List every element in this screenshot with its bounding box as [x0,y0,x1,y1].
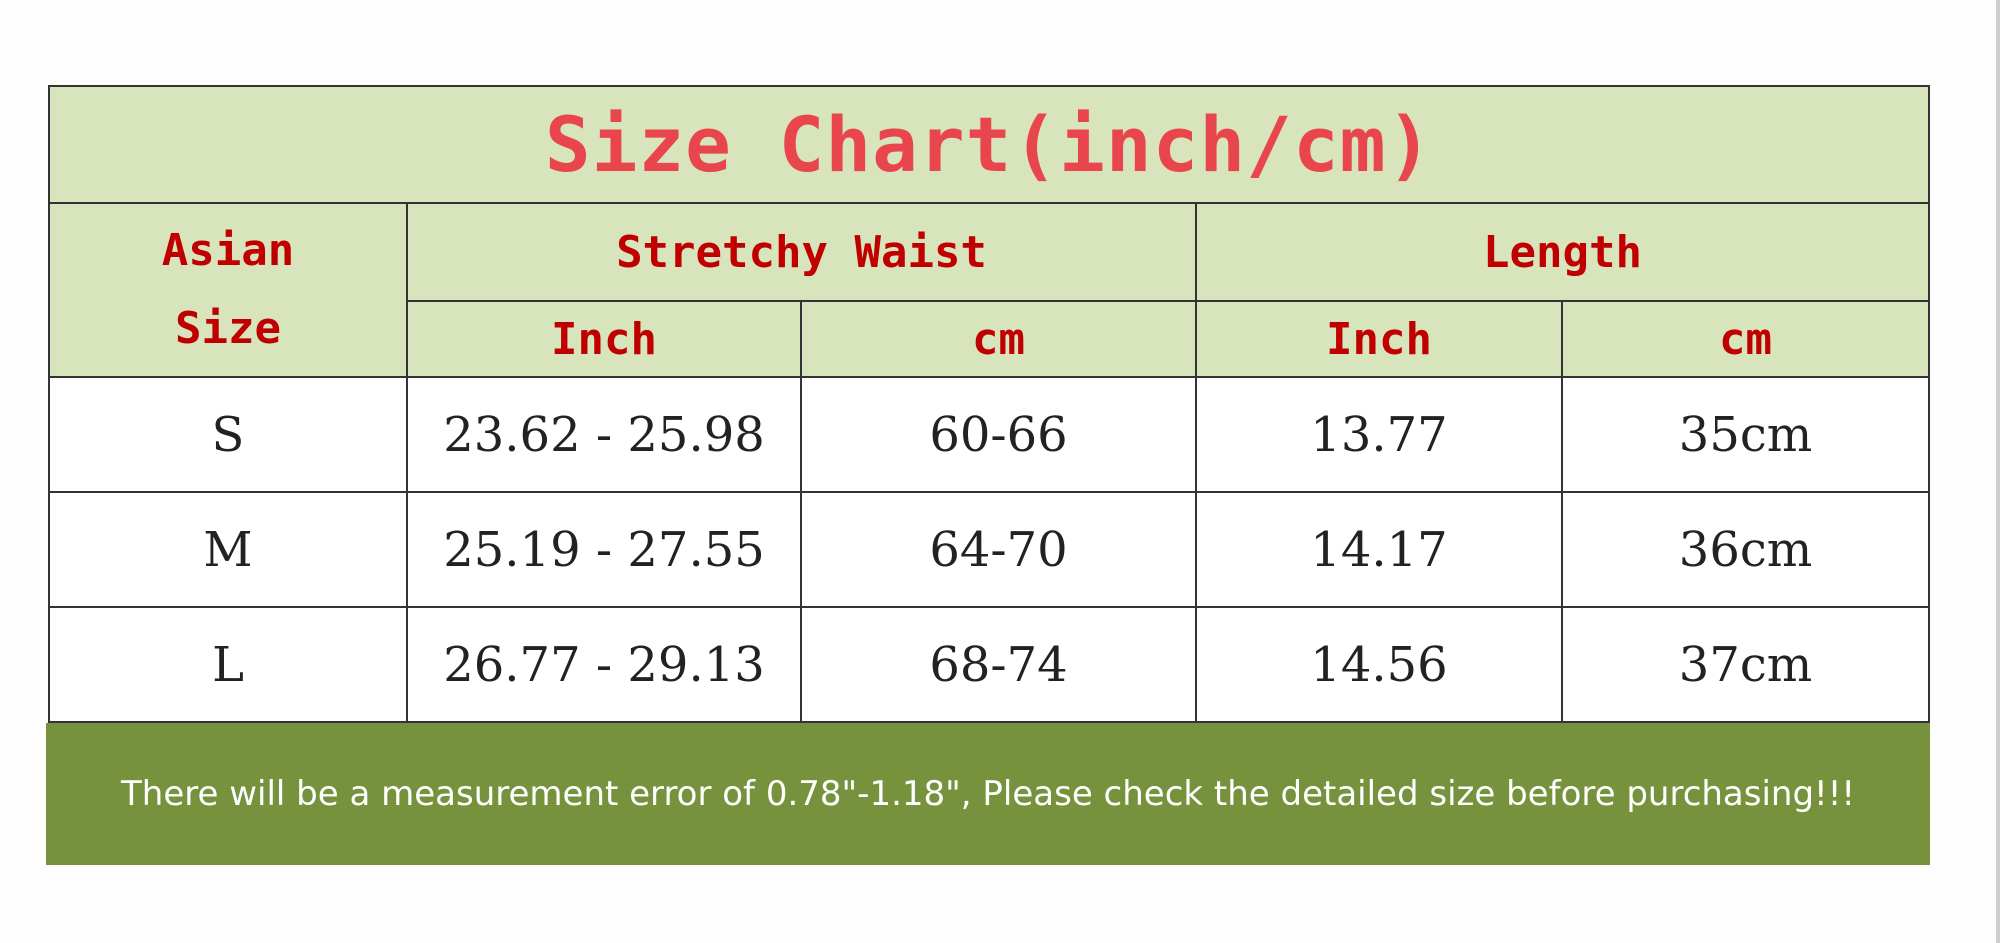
cell-waist-cm: 60-66 [800,376,1197,493]
header-length: Length [1194,202,1931,302]
measurement-note: There will be a measurement error of 0.7… [46,723,1930,865]
cell-length-inch: 14.17 [1195,491,1563,608]
header-length-inch: Inch [1195,300,1563,378]
cell-waist-cm: 68-74 [800,606,1197,723]
cell-length-cm: 35cm [1560,376,1931,493]
cell-length-cm: 36cm [1560,491,1931,608]
cell-waist-inch: 23.62 - 25.98 [406,376,802,493]
cell-size: M [48,491,408,608]
table-row: M 25.19 - 27.55 64-70 14.17 36cm [48,491,1931,608]
header-stretchy-waist: Stretchy Waist [406,202,1197,302]
header-waist-cm: cm [800,300,1197,378]
cell-waist-inch: 26.77 - 29.13 [406,606,802,723]
header-length-cm: cm [1560,300,1931,378]
header-waist-inch: Inch [406,300,802,378]
header-asian-size: Asian Size [48,202,408,378]
size-chart-table: Size Chart(inch/cm) Asian Size Stretchy … [47,85,1931,723]
cell-waist-cm: 64-70 [800,491,1197,608]
cell-length-inch: 13.77 [1195,376,1563,493]
chart-title: Size Chart(inch/cm) [47,85,1931,204]
cell-length-inch: 14.56 [1195,606,1563,723]
cell-length-cm: 37cm [1560,606,1931,723]
table-row: S 23.62 - 25.98 60-66 13.77 35cm [48,376,1931,493]
cell-size: S [48,376,408,493]
table-row: L 26.77 - 29.13 68-74 14.56 37cm [48,606,1931,723]
cell-size: L [48,606,408,723]
cell-waist-inch: 25.19 - 27.55 [406,491,802,608]
page-edge [1996,0,2000,943]
